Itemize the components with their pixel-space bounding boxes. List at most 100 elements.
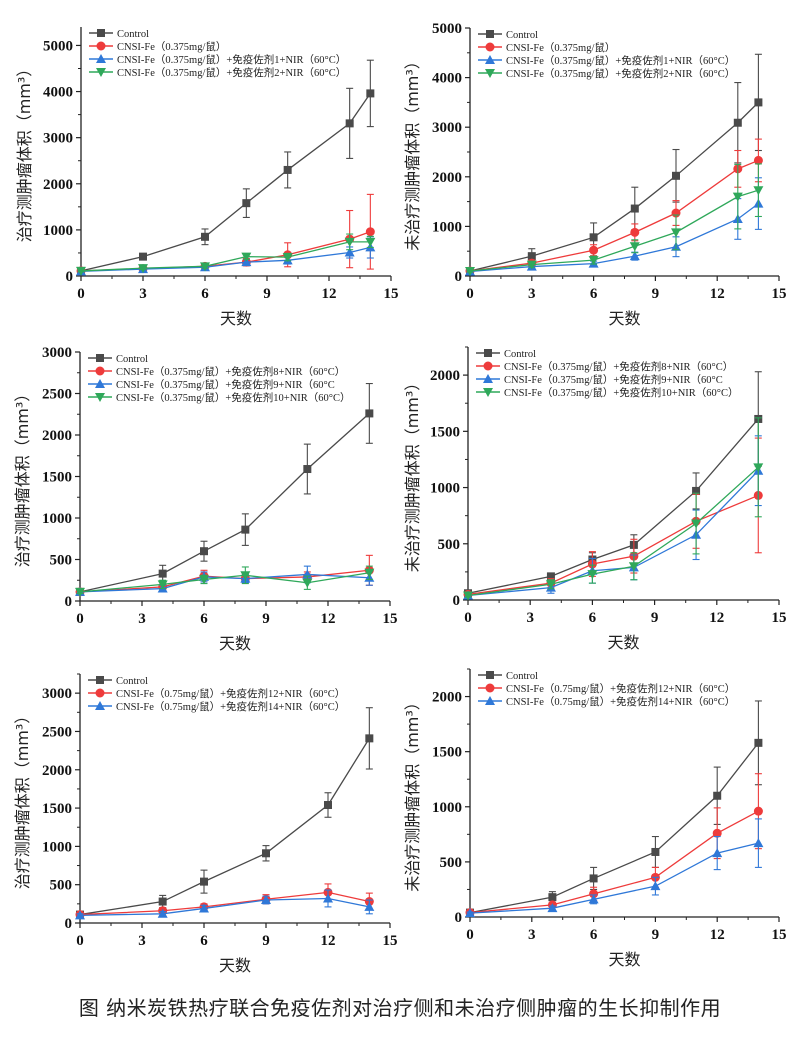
marker-circle	[365, 227, 375, 237]
y-tick-label: 2500	[42, 724, 72, 740]
legend-label: CNSI-Fe（0.75mg/鼠）+免疫佐剂12+NIR（60°C）	[116, 687, 345, 700]
marker-triangle-up	[485, 55, 495, 64]
y-tick-label: 1500	[432, 745, 462, 761]
series-green	[76, 233, 376, 276]
marker-square	[366, 89, 375, 98]
marker-square	[527, 252, 536, 261]
y-axis-title: 治疗测肿瘤体积（mm³）	[15, 61, 34, 243]
marker-triangle-up	[75, 910, 85, 920]
legend-label: CNSI-Fe（0.375mg/鼠）+免疫佐剂1+NIR（60°C）	[506, 54, 735, 67]
marker-triangle-down	[691, 519, 702, 529]
legend-label: Control	[116, 676, 148, 687]
marker-square	[713, 791, 722, 800]
y-tick-label: 1000	[430, 481, 460, 497]
marker-square	[158, 897, 167, 906]
chart-panel-1: 0 3 6 9 12 15 0 1000 2000 3000 4000 5000 天数 治疗测肿瘤体积（m…	[15, 27, 399, 328]
x-tick-label: 12	[321, 933, 336, 949]
legend-item: Control	[478, 671, 538, 682]
marker-square	[672, 171, 680, 180]
x-tick-label: 12	[322, 286, 337, 302]
marker-square	[283, 165, 292, 174]
legend-item: Control	[88, 354, 148, 365]
marker-square	[96, 676, 104, 684]
legend-item: CNSI-Fe（0.375mg/鼠）+免疫佐剂10+NIR（60°C）	[88, 391, 351, 404]
legend-label: CNSI-Fe（0.375mg/鼠）+免疫佐剂2+NIR（60°C）	[117, 66, 346, 79]
marker-square	[589, 233, 598, 242]
series-line	[469, 189, 759, 272]
marker-triangle-up	[261, 895, 271, 905]
series-line	[469, 810, 759, 914]
marker-triangle-down	[588, 256, 599, 266]
legend-item: Control	[88, 676, 148, 687]
marker-square	[365, 409, 374, 418]
legend-item: CNSI-Fe（0.75mg/鼠）+免疫佐剂14+NIR（60°C）	[88, 700, 345, 713]
chart-panel-4: 0 3 6 9 12 15 0 500 1000 1500 2000 天数 未治疗测肿瘤体积（mm³） C…	[403, 346, 787, 652]
series-blue	[75, 889, 375, 920]
marker-triangle-up	[95, 379, 105, 388]
marker-circle	[95, 688, 105, 698]
legend-item: CNSI-Fe（0.375mg/鼠）+免疫佐剂8+NIR（60°C）	[88, 365, 345, 378]
legend-item: CNSI-Fe（0.75mg/鼠）+免疫佐剂12+NIR（60°C）	[478, 682, 735, 695]
marker-triangle-down	[364, 568, 375, 578]
legend-label: CNSI-Fe（0.375mg/鼠）+免疫佐剂9+NIR（60°C	[116, 378, 335, 391]
x-tick-label: 15	[772, 286, 787, 302]
legend-label: CNSI-Fe（0.375mg/鼠）+免疫佐剂9+NIR（60°C	[504, 373, 723, 386]
marker-circle	[589, 889, 599, 899]
x-tick-label: 9	[651, 610, 659, 626]
marker-triangle-up	[157, 908, 168, 918]
x-tick-label: 15	[772, 610, 787, 626]
series-red	[76, 193, 375, 276]
series-line	[79, 897, 370, 916]
y-axis-title: 未治疗测肿瘤体积（mm³）	[403, 53, 422, 251]
series-line	[467, 494, 759, 596]
chart-panel-3: 0 3 6 9 12 15 0 500 1000 1500 2000 2500 3000 天数 治疗测肿瘤体…	[13, 345, 398, 653]
legend-item: CNSI-Fe（0.375mg/鼠）+免疫佐剂10+NIR（60°C）	[476, 386, 739, 399]
marker-triangle-down	[200, 262, 210, 272]
x-tick-label: 3	[528, 927, 536, 943]
legend-label: CNSI-Fe（0.75mg/鼠）+免疫佐剂12+NIR（60°C）	[506, 682, 735, 695]
y-tick-label: 2000	[430, 368, 460, 384]
y-tick-label: 1500	[42, 801, 72, 817]
marker-square	[139, 252, 147, 261]
marker-triangle-down	[753, 186, 764, 196]
marker-square	[754, 98, 763, 107]
marker-square	[241, 525, 250, 534]
x-tick-label: 0	[76, 933, 84, 949]
legend-item: CNSI-Fe（0.375mg/鼠）	[478, 41, 615, 54]
y-tick-label: 0	[65, 594, 73, 610]
x-axis-title: 天数	[219, 956, 251, 975]
marker-triangle-down	[75, 587, 85, 597]
marker-triangle-up	[650, 881, 661, 891]
legend-item: Control	[89, 29, 149, 40]
marker-triangle-down	[302, 578, 313, 588]
x-tick-label: 6	[589, 610, 597, 626]
y-tick-label: 0	[453, 593, 461, 609]
y-tick-label: 0	[455, 269, 463, 285]
series-green	[75, 565, 375, 597]
x-tick-label: 3	[526, 610, 534, 626]
marker-square	[200, 547, 208, 556]
x-axis-title: 天数	[608, 950, 640, 969]
legend-label: CNSI-Fe（0.375mg/鼠）+免疫佐剂10+NIR（60°C）	[504, 386, 739, 399]
legend-label: Control	[504, 349, 536, 360]
y-tick-label: 3000	[43, 131, 73, 147]
marker-triangle-down	[344, 237, 355, 247]
x-tick-label: 9	[262, 611, 270, 627]
series-line	[79, 412, 370, 593]
series-line	[467, 418, 759, 594]
x-tick-label: 3	[139, 286, 147, 302]
legend-label: Control	[116, 354, 148, 365]
series-line	[80, 246, 371, 273]
marker-square	[303, 465, 312, 474]
marker-circle	[753, 806, 763, 816]
y-tick-label: 1000	[42, 511, 72, 527]
x-tick-label: 12	[321, 611, 336, 627]
marker-triangle-down	[199, 575, 209, 585]
series-line	[79, 738, 370, 916]
x-tick-label: 0	[464, 610, 472, 626]
marker-triangle-down	[483, 388, 493, 397]
marker-triangle-up	[547, 903, 558, 913]
x-tick-label: 9	[263, 286, 271, 302]
x-tick-label: 12	[709, 610, 724, 626]
legend-item: Control	[476, 349, 536, 360]
